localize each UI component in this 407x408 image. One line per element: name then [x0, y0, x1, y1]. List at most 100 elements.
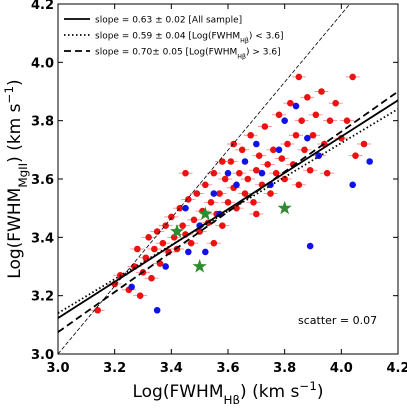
text-part: −1: [2, 86, 16, 104]
scatter-point: [190, 216, 198, 224]
scatter-point: [326, 117, 334, 124]
scatter-point: [145, 234, 152, 241]
scatter-point: [241, 190, 249, 197]
text-part: Log(FWHM: [5, 188, 25, 279]
scatter-point: [278, 155, 286, 162]
scatter-point: [238, 146, 246, 154]
text-part: ) > 3.6]: [246, 48, 281, 58]
scatter-point: [210, 169, 218, 177]
scatter-point: [295, 73, 303, 81]
x-tick-label: 3.8: [273, 361, 296, 376]
scatter-point: [207, 199, 215, 206]
scatter-point: [202, 181, 209, 189]
text-part: MgII: [16, 163, 30, 188]
scatter-point: [153, 306, 161, 314]
y-tick-label: 3.4: [31, 231, 54, 246]
scatter-point: [153, 228, 161, 235]
scatter-point: [94, 306, 101, 314]
text-part: Hβ: [240, 37, 249, 44]
scatter-point: [304, 134, 311, 142]
x-tick-label: 3.6: [216, 361, 239, 376]
text-part: slope = 0.59 ± 0.04 [Log(FWHM: [95, 32, 240, 42]
scatter-point: [224, 169, 232, 177]
scatter-point: [323, 169, 331, 177]
star-point: [277, 200, 292, 215]
scatter-point: [136, 292, 144, 299]
scatter-point: [253, 210, 260, 218]
scatter-point: [295, 181, 303, 189]
scatter-point: [233, 181, 240, 189]
text-part: ) (km s: [240, 382, 299, 402]
scatter-point: [162, 263, 169, 270]
scatter-point: [236, 169, 243, 177]
scatter-point: [210, 190, 218, 197]
text-part: ) (km s: [5, 103, 25, 162]
fit-line: [58, 4, 351, 354]
fit-line: [58, 99, 398, 319]
y-tick-label: 4.0: [31, 56, 54, 71]
x-tick-label: 4.0: [330, 361, 353, 376]
scatter-point: [349, 73, 356, 81]
scatter-point: [309, 131, 317, 139]
scatter-point: [219, 158, 226, 165]
text-part: ): [5, 79, 25, 86]
scatter-point: [182, 204, 189, 212]
scatter-point: [210, 239, 218, 247]
text-part: Hβ: [237, 53, 246, 60]
legend-label: slope = 0.59 ± 0.04 [Log(FWHMHβ) < 3.6]: [95, 32, 284, 45]
scatter-point: [306, 166, 314, 174]
scatter-point: [244, 175, 252, 183]
scatter-point: [281, 175, 288, 183]
scatter-point: [134, 245, 141, 253]
scatter-point: [306, 242, 314, 250]
scatter-point: [287, 99, 294, 107]
scatter-point: [187, 239, 195, 247]
scatter-point: [221, 175, 229, 183]
y-tick-label: 3.6: [31, 173, 54, 188]
text-part: slope = 0.63 ± 0.02 [All sample]: [95, 16, 242, 26]
scatter-point: [128, 283, 135, 291]
scatter-point: [170, 234, 178, 241]
scatter-point: [258, 169, 266, 177]
scatter-point: [318, 88, 325, 95]
scatter-point: [241, 158, 249, 165]
scatter-point: [298, 117, 305, 124]
text-part: Hβ: [224, 393, 241, 404]
legend-label: slope = 0.70± 0.05 [Log(FWHMHβ) > 3.6]: [95, 48, 281, 61]
scatter-point: [275, 111, 283, 119]
scatter-point: [343, 117, 351, 124]
scatter-point: [179, 222, 186, 229]
text-part: slope = 0.70± 0.05 [Log(FWHM: [95, 48, 237, 58]
scatter-point: [366, 158, 373, 165]
scatter-point: [227, 158, 235, 165]
scatter-point: [349, 181, 356, 189]
scatter-point: [193, 190, 201, 197]
scatter-point: [360, 140, 368, 148]
star-point: [169, 224, 185, 238]
scatter-point: [255, 152, 263, 159]
scatter-point: [185, 248, 192, 256]
scatter-point: [292, 102, 300, 110]
scatter-point: [185, 196, 192, 203]
fit-line: [58, 90, 398, 333]
x-axis-label: Log(FWHMHβ) (km s−1): [132, 379, 323, 404]
scatter-point: [312, 111, 320, 119]
y-tick-label: 3.8: [31, 115, 54, 130]
scatter-point: [275, 146, 283, 154]
scatter-point: [219, 222, 226, 229]
scatter-point: [284, 140, 291, 148]
star-point: [192, 259, 207, 273]
text-part: ) < 3.6]: [249, 32, 284, 42]
scatter-point: [148, 274, 155, 282]
scatter-point: [261, 123, 269, 130]
scatter-point: [216, 190, 223, 197]
scatter-point: [352, 152, 359, 159]
y-tick-label: 4.2: [31, 0, 54, 13]
scatter-point: [250, 199, 257, 206]
y-axis-label: Log(FWHMMgII) (km s−1): [2, 79, 30, 278]
text-part: −1: [299, 379, 317, 393]
y-tick-label: 3.0: [31, 348, 54, 363]
scatter-point: [224, 199, 232, 206]
y-tick-label: 3.2: [31, 290, 54, 305]
